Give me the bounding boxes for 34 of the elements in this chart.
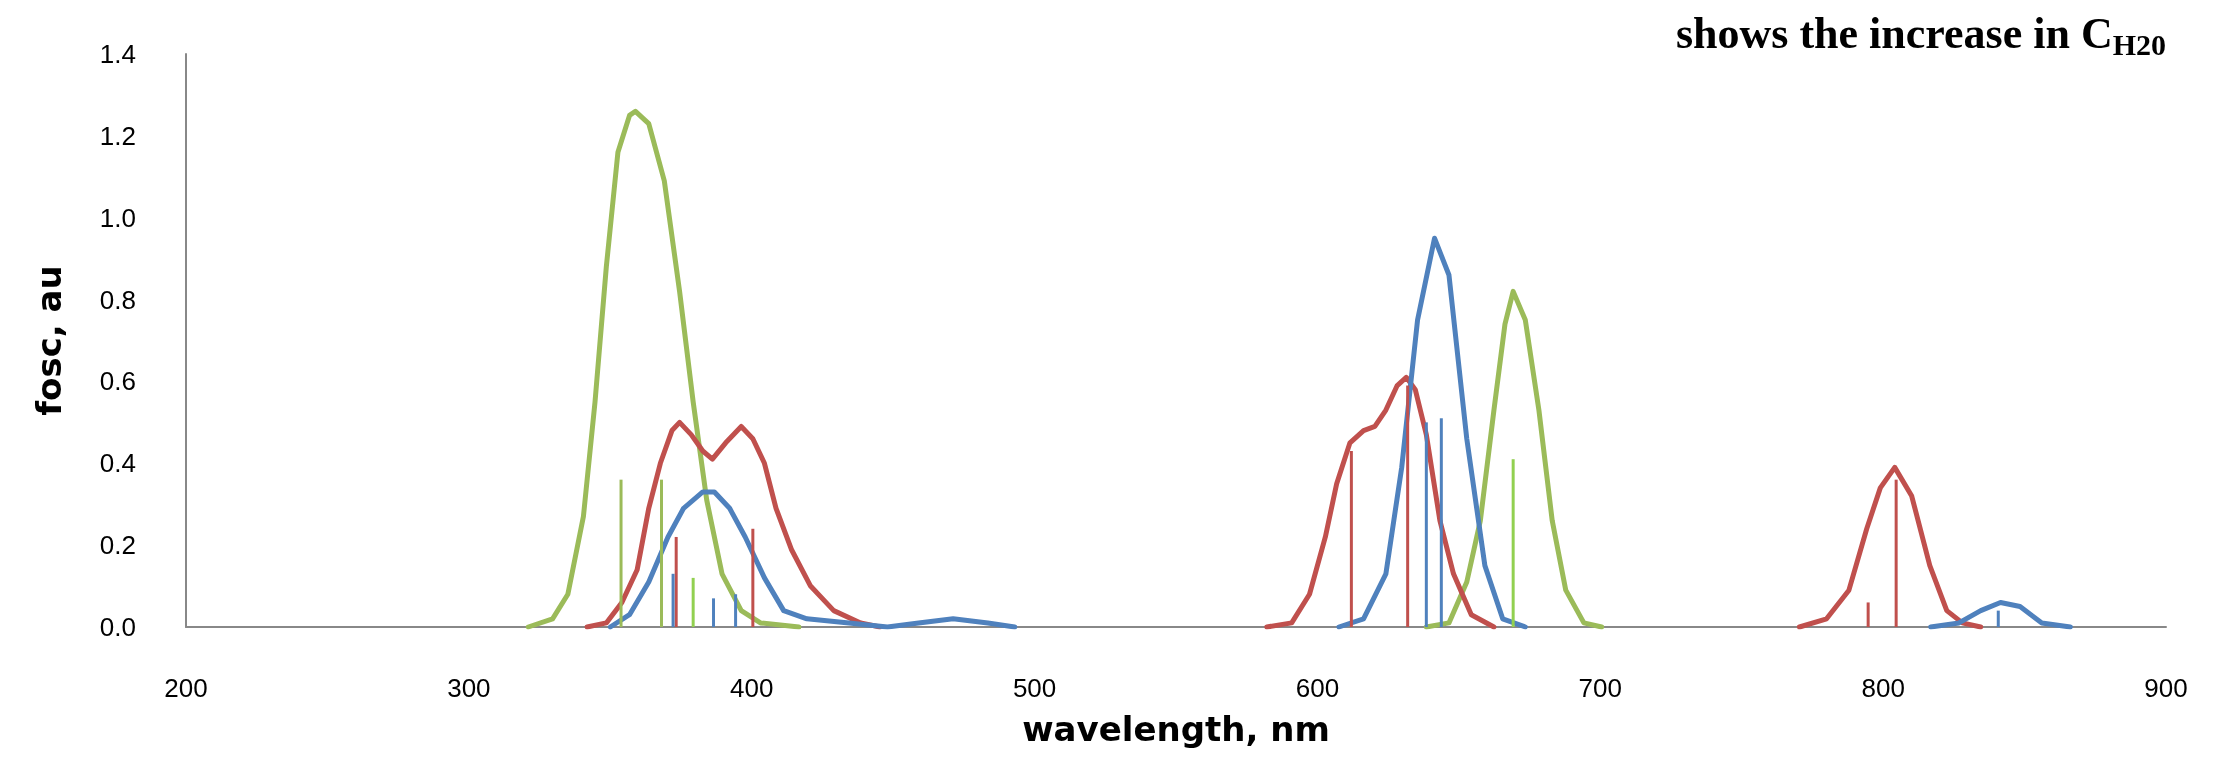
bar	[751, 528, 755, 627]
x-tick-label: 900	[2144, 673, 2188, 703]
x-tick-label: 200	[164, 673, 208, 703]
bar	[1996, 610, 2000, 627]
y-axis-title: fosc, au	[29, 265, 69, 416]
x-tick-label: 800	[1861, 673, 1905, 703]
bar	[734, 594, 738, 627]
y-tick-label: 1.4	[99, 39, 136, 69]
bar	[1406, 385, 1410, 627]
bar	[659, 479, 663, 627]
bar	[1424, 422, 1428, 627]
y-tick-label: 0.0	[99, 612, 136, 642]
y-tick-label: 0.4	[99, 448, 136, 479]
x-tick-label: 500	[1012, 673, 1057, 703]
x-tick-label: 600	[1295, 673, 1340, 703]
bar	[712, 598, 716, 627]
x-tick-label: 300	[447, 673, 491, 703]
bar	[1894, 479, 1898, 627]
y-tick-label: 1.2	[99, 120, 136, 151]
y-tick-label: 1.0	[99, 202, 136, 233]
bar	[1439, 418, 1443, 627]
x-tick-label: 400	[730, 673, 774, 703]
bar	[1866, 602, 1870, 627]
y-tick-label: 0.2	[99, 530, 136, 561]
bar	[1511, 459, 1515, 627]
bar	[691, 577, 695, 627]
y-tick-label: 0.6	[99, 366, 136, 397]
bar	[671, 573, 675, 627]
y-tick-label: 0.8	[99, 284, 136, 315]
x-axis-title: wavelength, nm	[1022, 709, 1330, 749]
bar	[1349, 451, 1353, 627]
bar	[674, 536, 678, 627]
bar	[619, 479, 623, 627]
x-tick-label: 700	[1578, 673, 1622, 703]
